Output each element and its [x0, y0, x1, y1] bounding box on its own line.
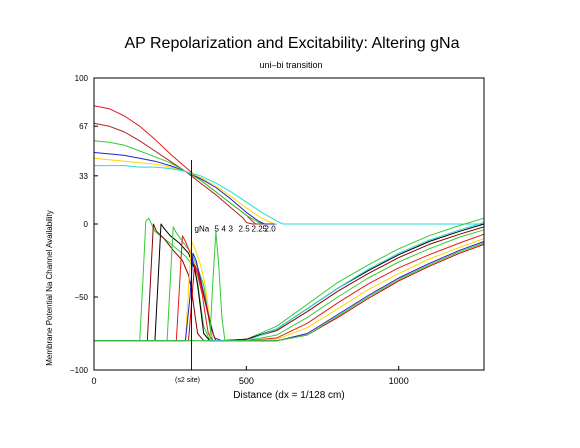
y-tick-label-1: 100	[75, 74, 89, 83]
y-tick-label-6: −100	[70, 366, 89, 375]
gna-value-1: 5	[215, 224, 220, 233]
s2-site-label: (s2 site)	[175, 377, 200, 384]
x-axis-label: Distance (dx = 1/128 cm)	[233, 390, 344, 401]
gna-value-4: 2.5	[239, 224, 251, 233]
series-line-1	[93, 105, 277, 225]
series-line-12	[94, 238, 485, 342]
gna-value-5: 2.25	[252, 224, 268, 233]
x-tick-label-1: 0	[91, 376, 96, 386]
series-line-7	[94, 217, 485, 342]
x-tick-label-2: 500	[239, 376, 254, 386]
y-axis-label: Membrane Potential Na Channel Availabili…	[45, 210, 54, 366]
gna-annotation: gNa 5 4 3 2.5 2.252.0	[195, 224, 277, 233]
gna-value-2: 4	[222, 224, 227, 233]
y-tick-label-5: −50	[74, 293, 88, 302]
y-tick-label-4: 0	[84, 220, 89, 229]
series-line-6	[94, 165, 484, 225]
gna-value-3: 3	[229, 224, 234, 233]
chart-subtitle: uni–bi transition	[259, 60, 322, 70]
y-tick-label-3: 33	[79, 172, 88, 181]
x-tick-label-3: 1000	[389, 376, 409, 386]
gna-label: gNa	[195, 224, 210, 233]
series-line-2	[93, 122, 277, 225]
series-line-5	[93, 157, 277, 225]
series-line-15	[94, 222, 485, 342]
series-line-16	[94, 230, 485, 342]
chart-title: AP Repolarization and Excitability: Alte…	[125, 35, 460, 52]
series-line-14	[94, 243, 485, 342]
series-line-3	[93, 140, 277, 225]
series-line-8	[94, 223, 485, 342]
series-line-4	[93, 152, 277, 225]
axis-layer: 0 500 1000 100 67 33 0 −50 −100	[70, 74, 409, 386]
gna-value-6: 2.0	[265, 224, 277, 233]
series-line-9	[94, 223, 485, 342]
y-tick-label-2: 67	[79, 122, 88, 131]
series-line-10	[94, 226, 485, 342]
series-layer	[93, 105, 485, 342]
